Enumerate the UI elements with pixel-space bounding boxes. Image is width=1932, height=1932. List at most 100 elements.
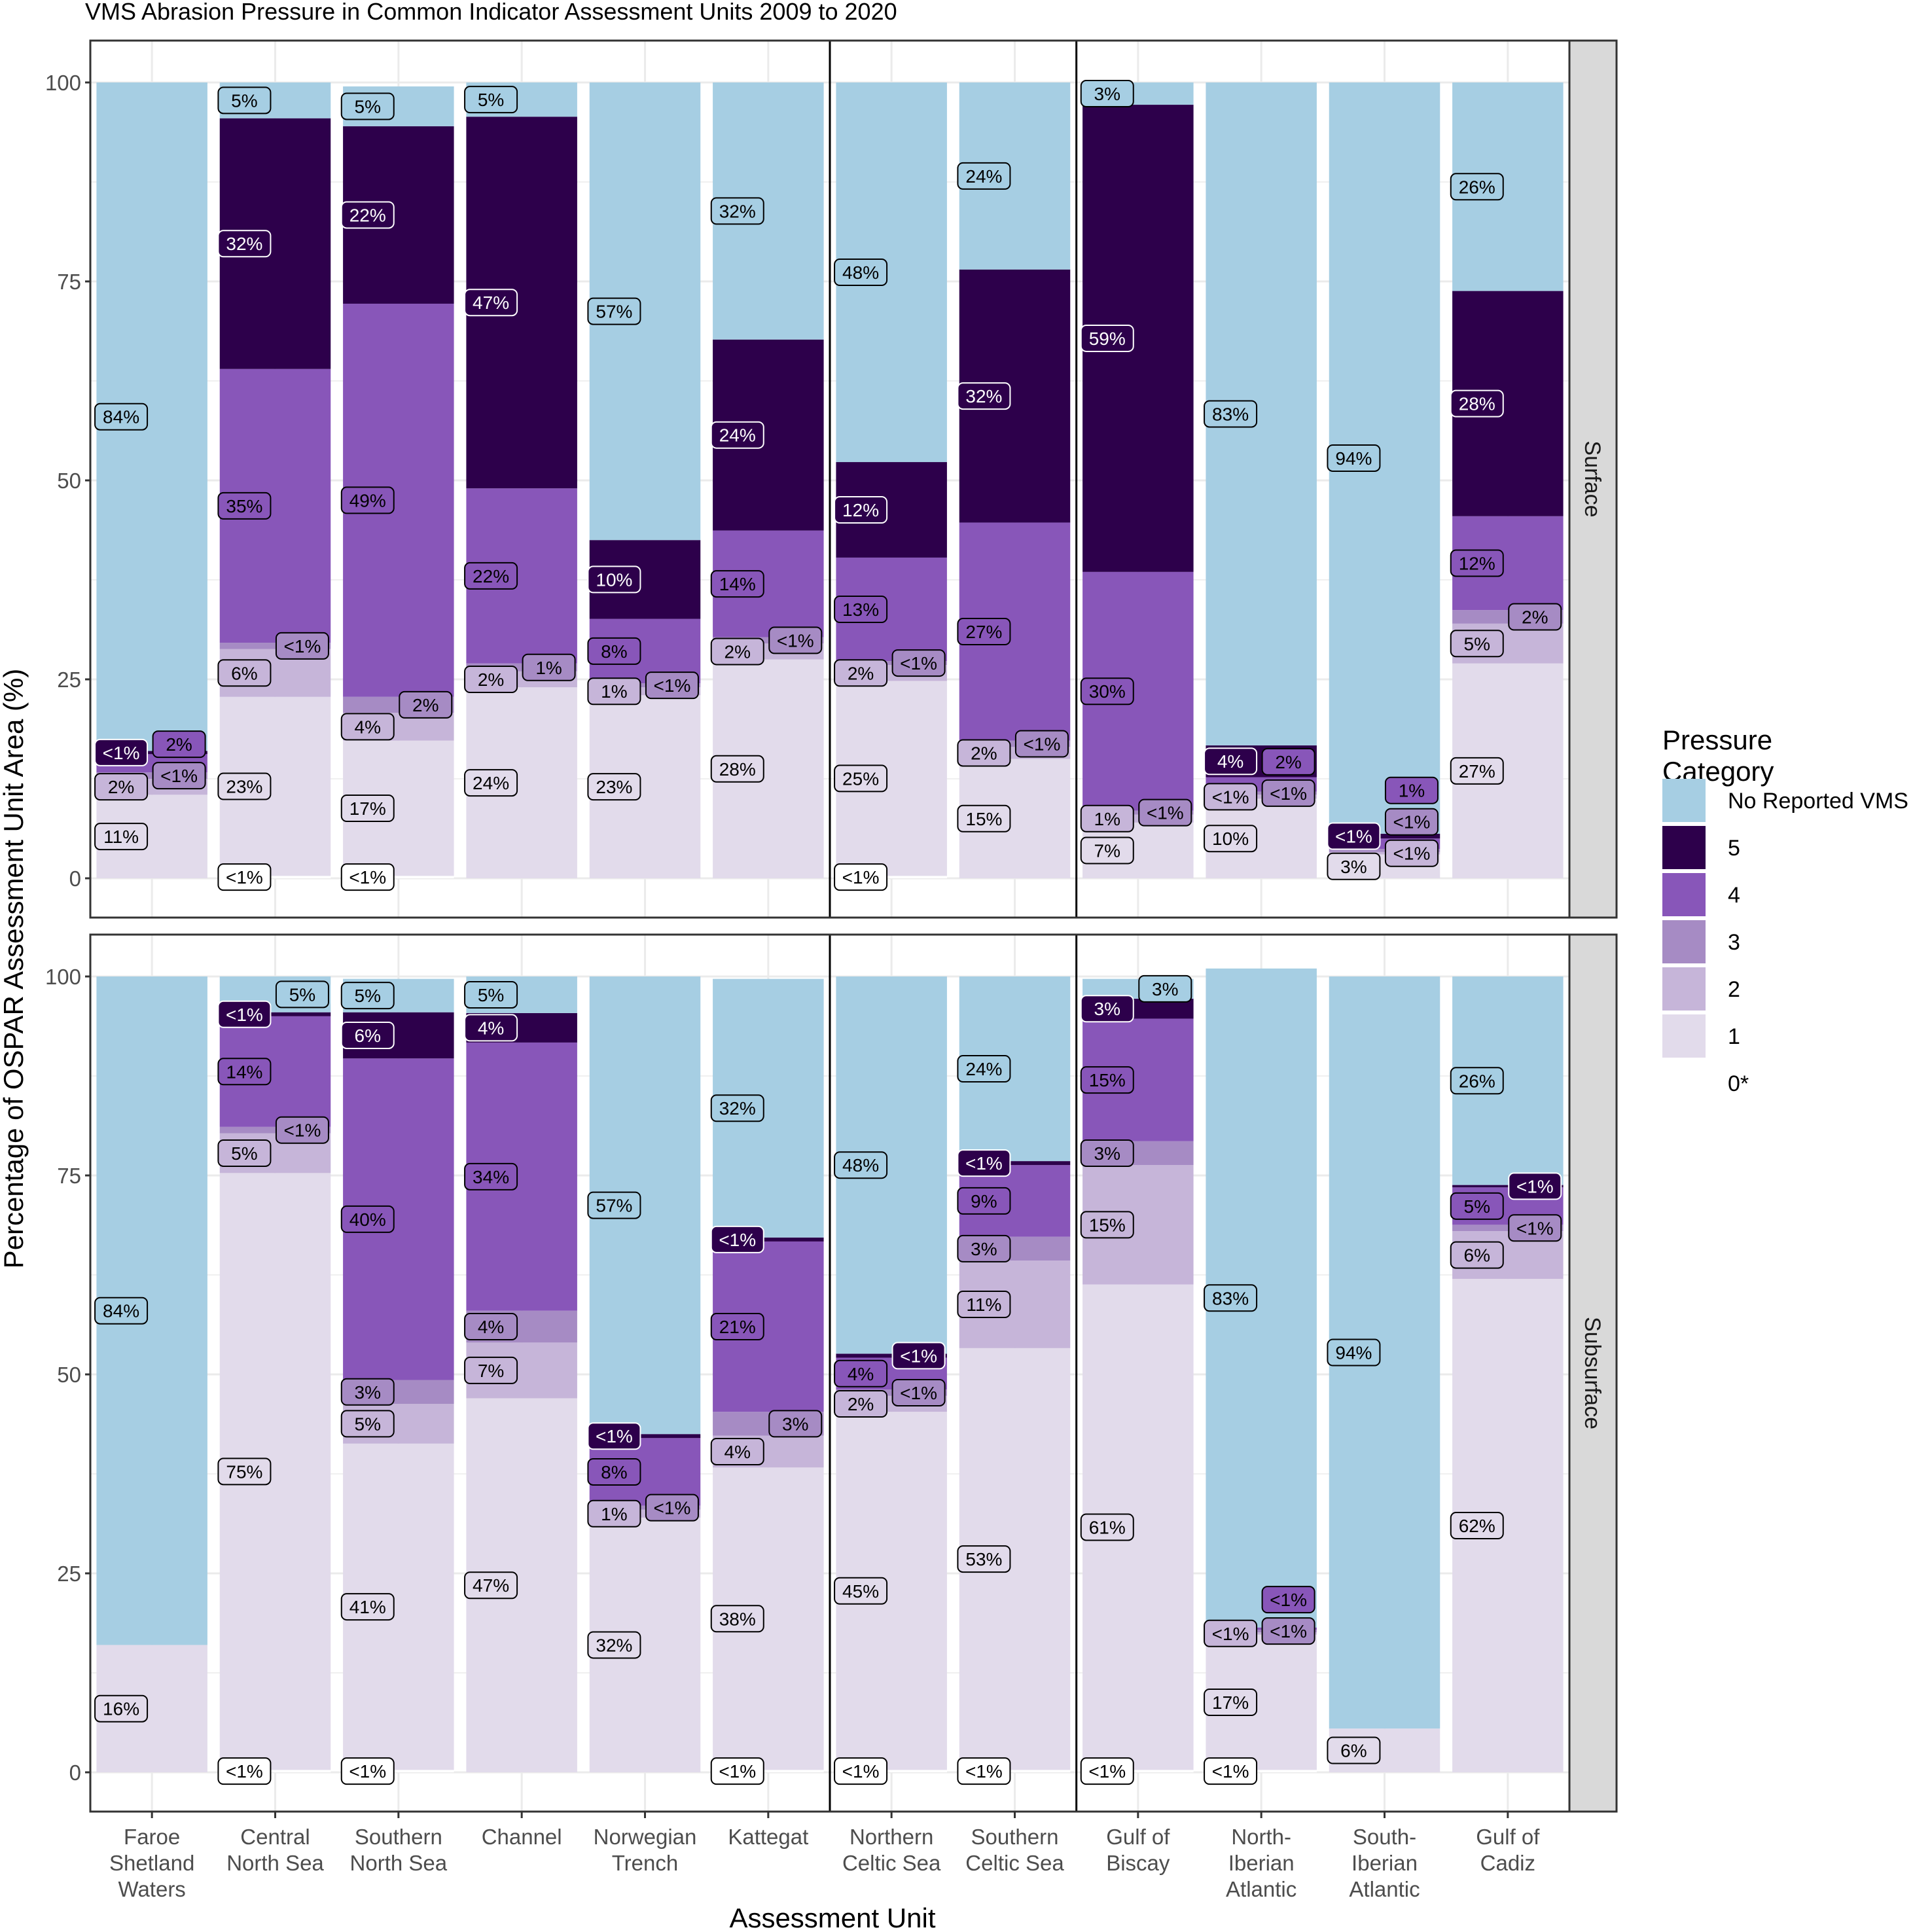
svg-text:38%: 38%	[719, 1609, 756, 1629]
data-label: 48%	[834, 259, 888, 287]
svg-text:<1%: <1%	[1516, 1176, 1554, 1196]
bar-stack: <1% 45% 2% <1% 4% <1% 48%	[834, 976, 947, 1785]
bar-segment-c5	[959, 1161, 1071, 1166]
bar-stack: 23% 1% <1% 8% 10% 57%	[587, 82, 701, 878]
x-axis-title: Assessment Unit	[729, 1903, 935, 1932]
svg-text:6%: 6%	[355, 1026, 381, 1046]
bar-segment-c5	[589, 1434, 701, 1439]
data-label: 3%	[1080, 995, 1134, 1023]
svg-text:9%: 9%	[971, 1191, 997, 1211]
bar-stack: 16% 84%	[94, 976, 207, 1772]
data-label: 49%	[340, 486, 395, 514]
data-label: 23%	[587, 773, 641, 801]
bar-segment-c5	[1329, 833, 1440, 839]
bar-stack: <1% 75% 5% <1% 14% <1% 5%	[217, 976, 331, 1785]
svg-text:17%: 17%	[1212, 1692, 1249, 1713]
data-label: 35%	[217, 492, 272, 520]
data-label: <1%	[710, 1757, 764, 1785]
svg-text:41%: 41%	[349, 1597, 386, 1617]
bar-segment-c2	[1206, 795, 1317, 799]
bar-stack: <1% 53% 11% 3% 9% <1% 24%	[957, 976, 1071, 1785]
data-label: <1%	[891, 649, 946, 677]
y-tick-label: 0	[69, 867, 81, 891]
data-label: <1%	[645, 1494, 699, 1522]
data-label: <1%	[94, 738, 149, 766]
data-label: <1%	[891, 1378, 946, 1406]
svg-text:5%: 5%	[231, 90, 257, 111]
data-label: <1%	[1261, 1617, 1315, 1645]
legend-swatch	[1662, 967, 1706, 1011]
data-label: 6%	[340, 1021, 395, 1049]
svg-text:75%: 75%	[226, 1461, 262, 1482]
data-label: 75%	[217, 1458, 272, 1486]
svg-text:<1%: <1%	[965, 1153, 1003, 1173]
data-label: 94%	[1327, 1338, 1381, 1367]
bar-stack: <1% 38% 4% 3% 21% <1% 32%	[710, 978, 824, 1785]
data-label: 7%	[1080, 836, 1134, 865]
data-label: 10%	[1204, 825, 1258, 853]
data-label: 10%	[587, 565, 641, 594]
y-tick-label: 75	[57, 1164, 81, 1188]
svg-text:94%: 94%	[1335, 1343, 1372, 1363]
svg-text:1%: 1%	[601, 1504, 627, 1524]
bar-segment-c5	[1452, 1185, 1564, 1188]
data-label: 2%	[834, 659, 888, 687]
bar-segment-c0	[1082, 1770, 1194, 1772]
svg-text:32%: 32%	[965, 386, 1002, 406]
svg-text:<1%: <1%	[1024, 734, 1061, 754]
data-label: 6%	[217, 659, 272, 687]
svg-text:<1%: <1%	[226, 1761, 263, 1781]
svg-text:26%: 26%	[1459, 177, 1495, 197]
svg-text:5%: 5%	[231, 1143, 257, 1164]
svg-text:1%: 1%	[601, 681, 627, 702]
data-label: <1%	[217, 1000, 272, 1028]
data-label: 12%	[1450, 549, 1504, 577]
data-label: 15%	[1080, 1211, 1134, 1239]
data-label: <1%	[957, 1149, 1011, 1177]
bar-segment-c0	[836, 876, 947, 878]
legend-label: 1	[1728, 1024, 1740, 1049]
svg-text:<1%: <1%	[719, 1230, 756, 1250]
data-label: 48%	[834, 1151, 888, 1179]
svg-text:5%: 5%	[355, 986, 381, 1006]
data-label: 2%	[710, 637, 764, 666]
svg-text:2%: 2%	[971, 743, 997, 763]
data-label: 15%	[957, 804, 1011, 832]
data-label: 24%	[710, 421, 764, 449]
data-label: 5%	[464, 86, 518, 114]
data-label: 3%	[1138, 975, 1192, 1003]
bar-segment-c0	[713, 1770, 824, 1772]
data-label: 32%	[957, 382, 1011, 410]
data-label: <1%	[340, 1757, 395, 1785]
data-label: 84%	[94, 402, 149, 431]
svg-text:12%: 12%	[1459, 553, 1495, 573]
svg-text:13%: 13%	[842, 599, 879, 620]
data-label: 27%	[957, 618, 1011, 646]
svg-text:5%: 5%	[355, 1414, 381, 1434]
svg-text:4%: 4%	[848, 1364, 874, 1384]
data-label: <1%	[891, 1342, 946, 1370]
svg-text:7%: 7%	[478, 1361, 504, 1381]
bar-stack: <1% 17% 4% 2% 49% 22% 5%	[340, 86, 454, 891]
svg-text:<1%: <1%	[1335, 827, 1372, 847]
legend-item: 3	[1662, 920, 1740, 963]
svg-text:83%: 83%	[1212, 1288, 1249, 1308]
bar-stack: <1% 61% 15% 3% 15% 3% 3%	[1080, 975, 1194, 1785]
data-label: <1%	[1327, 822, 1381, 850]
data-label: 1%	[1384, 776, 1439, 804]
y-tick-label: 25	[57, 1562, 81, 1586]
data-label: 32%	[217, 230, 272, 258]
svg-text:<1%: <1%	[284, 1120, 321, 1141]
data-label: <1%	[340, 863, 395, 891]
panel-surface: 0 25 50 75 100 11% 2% <1% 2% <1% 84% <1% 23% 6% <1% 35%…	[45, 39, 1618, 919]
legend-item: 1	[1662, 1014, 1740, 1058]
svg-text:14%: 14%	[226, 1062, 262, 1082]
data-label: <1%	[1508, 1172, 1562, 1200]
data-label: <1%	[152, 762, 206, 790]
svg-text:3%: 3%	[1340, 857, 1367, 877]
bar-segment-c3	[589, 683, 701, 688]
svg-text:61%: 61%	[1089, 1517, 1126, 1537]
svg-text:11%: 11%	[966, 1295, 1001, 1315]
data-label: 5%	[340, 1410, 395, 1438]
